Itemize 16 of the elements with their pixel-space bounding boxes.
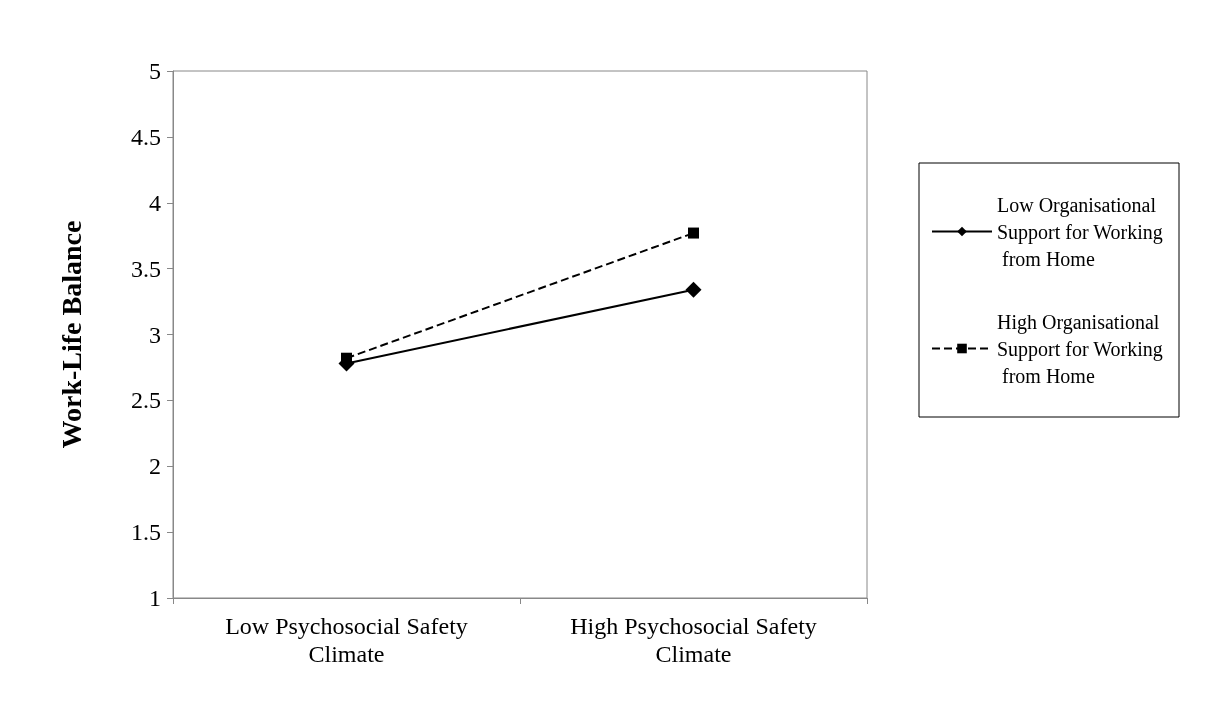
x-tick-label: High Psychosocial Safety Climate — [570, 613, 817, 667]
y-tick-label: 4 — [149, 189, 161, 216]
y-tick-label: 3.5 — [131, 255, 161, 282]
y-tick-label: 1 — [149, 585, 161, 611]
legend-label: High Organisational Support for Working from Home — [997, 310, 1165, 387]
point — [685, 281, 702, 298]
legend-label: Low Organisational Support for Working from Home — [997, 193, 1163, 270]
y-tick-label: 1.5 — [131, 519, 161, 546]
x-tick-label: Low Psychosocial Safety Climate — [225, 613, 468, 667]
point — [688, 227, 699, 239]
y-tick-label: 4.5 — [131, 123, 161, 150]
y-tick-label: 5 — [149, 58, 161, 84]
y-tick-label: 3 — [149, 321, 161, 348]
y-tick-label: 2 — [149, 453, 161, 480]
y-axis-title: Work-Life Balance — [55, 220, 87, 449]
y-tick-label: 2.5 — [131, 387, 161, 414]
